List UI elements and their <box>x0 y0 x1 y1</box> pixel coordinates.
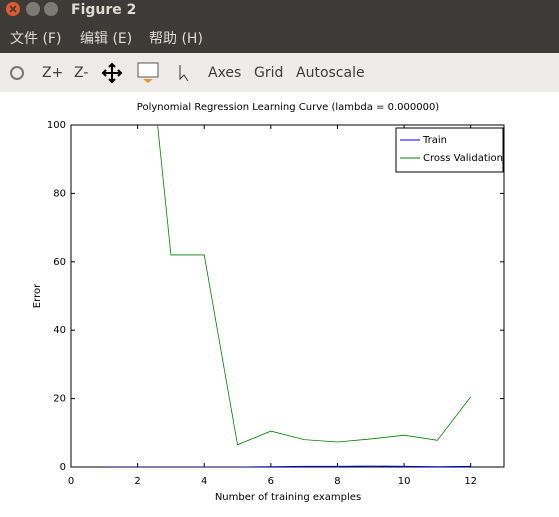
legend-box <box>395 127 504 173</box>
window-title: Figure 2 <box>71 2 136 18</box>
plot-box <box>70 124 505 468</box>
x-tick-label: 12 <box>464 476 477 487</box>
x-tick-label: 8 <box>334 476 340 487</box>
menu-item[interactable]: 帮助 (H) <box>149 31 203 47</box>
x-axis-label: Number of training examples <box>215 492 361 503</box>
toolbar <box>0 53 559 92</box>
pan-icon[interactable] <box>101 62 123 84</box>
y-tick-label: 0 <box>60 462 66 473</box>
y-tick-label: 40 <box>53 325 66 336</box>
y-tick-label: 100 <box>47 120 66 131</box>
y-tick-label: 80 <box>53 188 66 199</box>
x-tick-label: 6 <box>268 476 274 487</box>
title-bar <box>0 0 559 53</box>
toolbar-button[interactable]: Autoscale <box>296 65 365 81</box>
y-axis-label: Error <box>32 283 43 308</box>
y-tick-label: 20 <box>53 394 66 405</box>
toolbar-button[interactable]: Z- <box>74 65 88 81</box>
x-tick-label: 2 <box>134 476 140 487</box>
y-tick-label: 60 <box>53 257 66 268</box>
text-icon[interactable] <box>137 62 159 78</box>
x-tick-label: 4 <box>201 476 207 487</box>
axes: Polynomial Regression Learning Curve (la… <box>32 102 505 503</box>
legend-label: Cross Validation <box>423 153 503 164</box>
chart-title: Polynomial Regression Learning Curve (la… <box>137 102 440 113</box>
toolbar-button[interactable]: Axes <box>208 65 241 81</box>
toolbar-button[interactable]: Grid <box>254 65 283 81</box>
menu-item[interactable]: 编辑 (E) <box>80 31 132 47</box>
series-line <box>157 125 472 446</box>
maximize-button[interactable] <box>44 2 58 16</box>
toolbar-button[interactable]: Z+ <box>42 65 63 81</box>
legend-label: Train <box>422 135 447 146</box>
rotate-icon[interactable] <box>10 66 24 80</box>
series-line <box>104 465 471 467</box>
menu-item[interactable]: 文件 (F) <box>10 31 61 47</box>
x-tick-label: 0 <box>68 476 74 487</box>
x-tick-label: 10 <box>398 476 411 487</box>
minimize-button[interactable] <box>26 2 40 16</box>
select-icon[interactable] <box>179 65 189 82</box>
